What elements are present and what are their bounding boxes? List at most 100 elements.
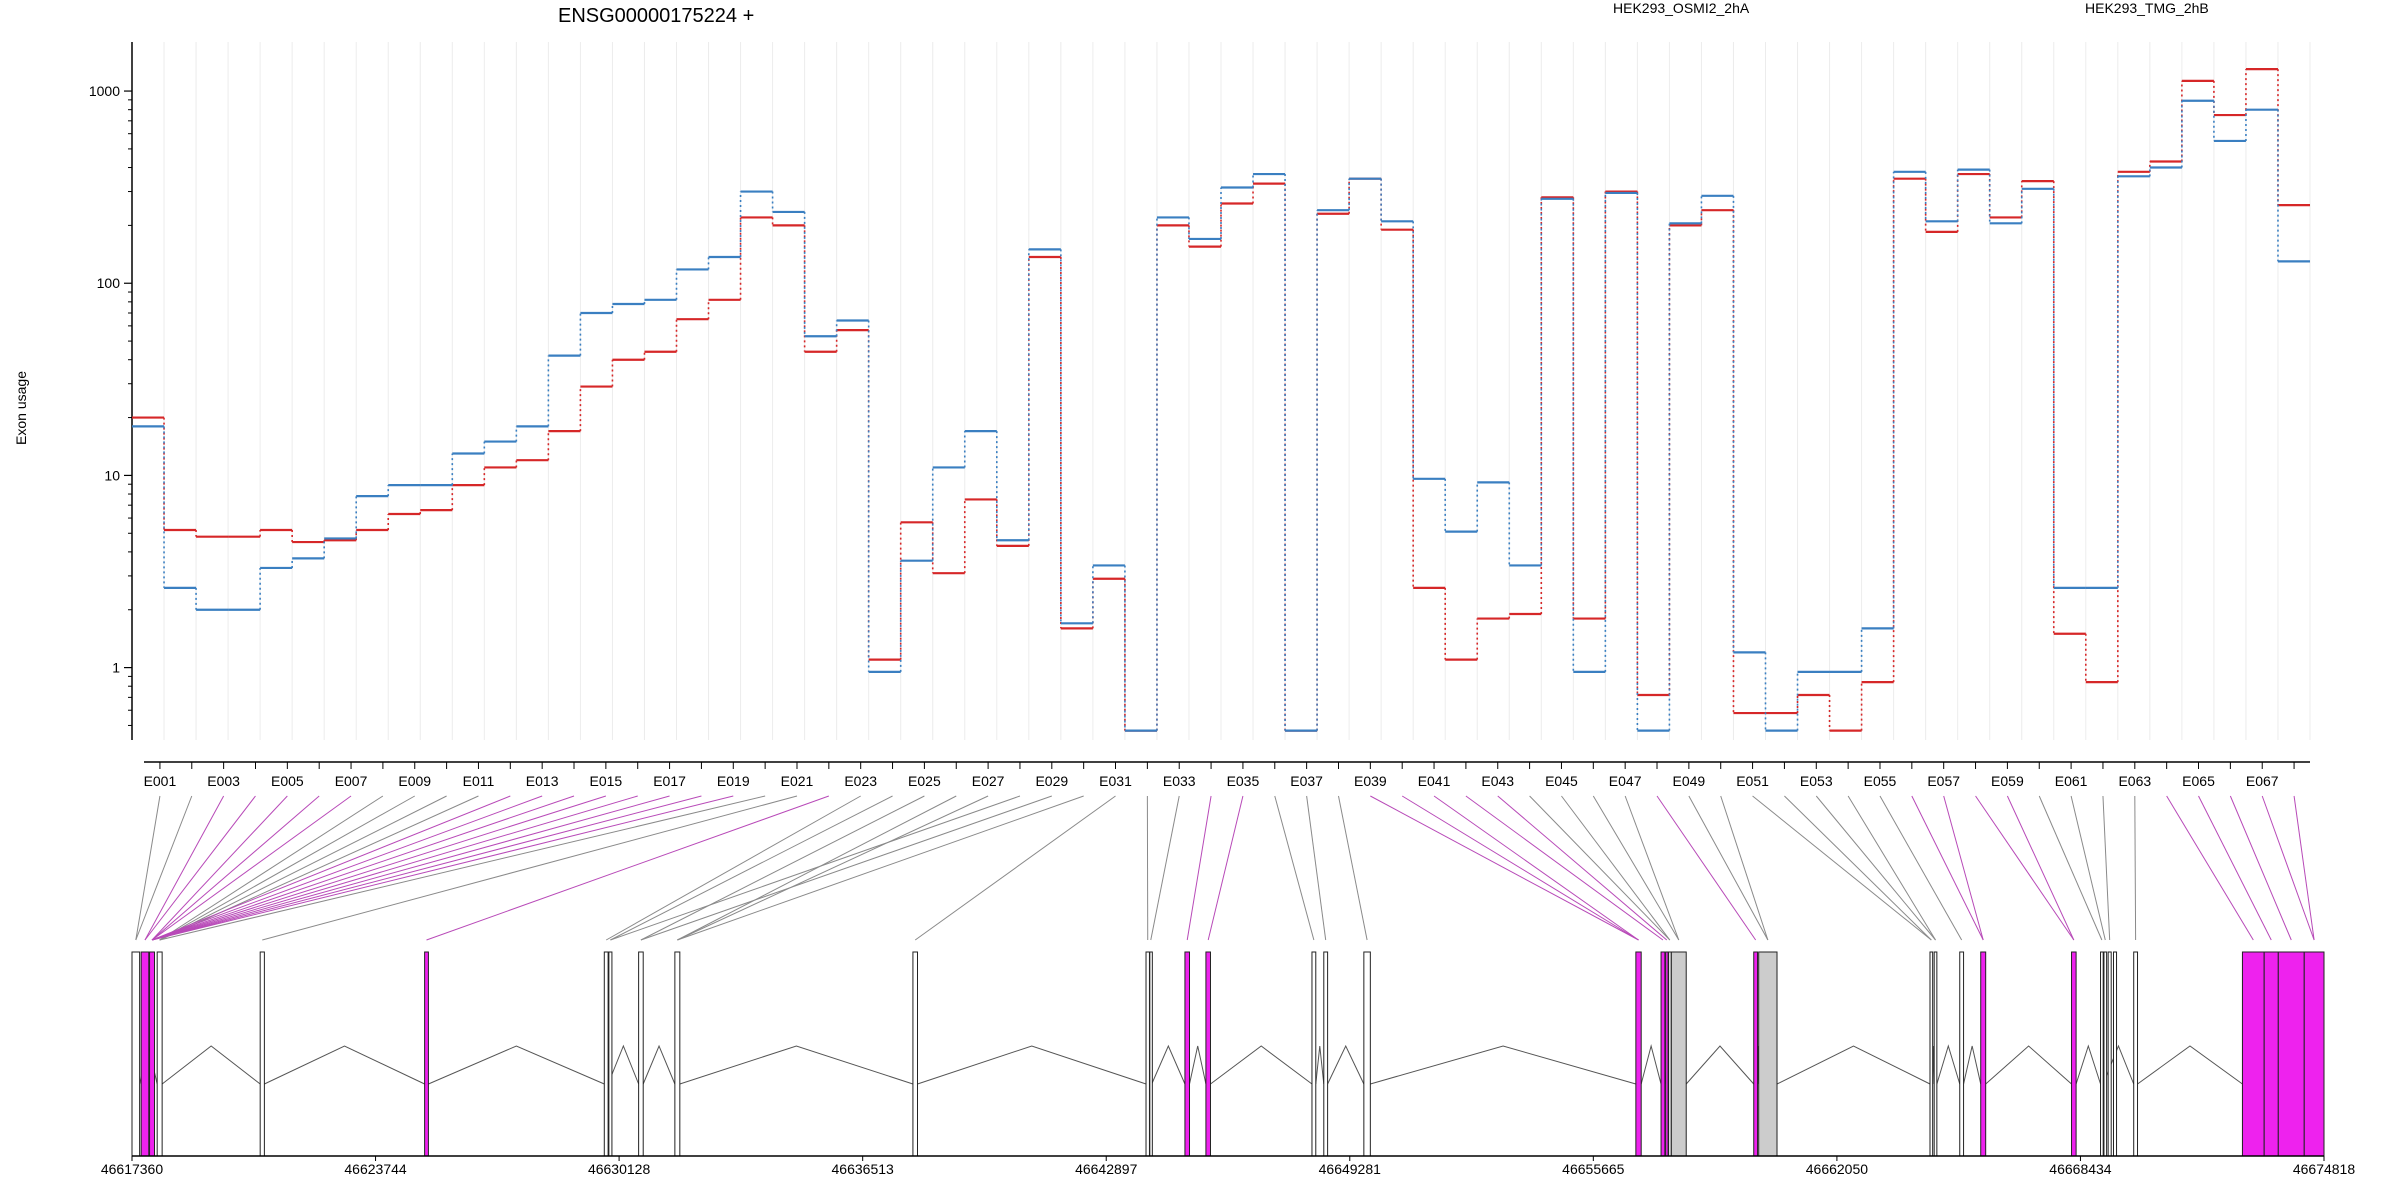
exon-block [259,951,265,1157]
exon-link [2134,795,2137,941]
intron-line [1151,1044,1186,1085]
y-tick-label: 10 [104,467,120,483]
exon-link [640,795,925,941]
exon-tick-label: E049 [1673,773,1706,789]
intron-line [607,1044,640,1085]
intron-line [2137,1045,2243,1085]
exon-link [1150,795,1180,941]
exon-link [1943,795,1984,941]
exon-block [1959,951,1965,1157]
exon-block [1665,951,1669,1157]
exon-block [638,951,644,1157]
intron-line [1210,1045,1313,1085]
coord-tick-label: 46630128 [588,1161,651,1177]
exon-link [1207,795,1244,941]
exon-block [1205,951,1211,1157]
exon-link [1656,795,1757,941]
exon-axis: E001 E003 E005 E007 E009 E011 E013 E015 E017 E019… [144,761,2310,789]
exon-tick-label: E019 [717,773,750,789]
exon-link [144,795,225,941]
exon-tick-label: E011 [463,773,495,789]
exon-link [151,795,543,941]
series-tmg [132,99,2310,732]
exon-tick-label: E061 [2055,773,2088,789]
exon-tick-label: E047 [1609,773,1642,789]
exon-block [140,951,150,1157]
exon-tick-label: E001 [144,773,177,789]
intron-line [1776,1045,1931,1085]
intron-line [428,1045,605,1085]
exon-block [674,951,681,1157]
exon-link [677,795,989,941]
exon-link [1815,795,1936,941]
exon-link [1401,795,1639,941]
exon-link [151,795,575,941]
exon-link [1433,795,1639,941]
exon-block [1670,951,1687,1157]
exon-tick-label: E017 [653,773,686,789]
exon-tick-label: E045 [1545,773,1578,789]
exon-link [2102,795,2111,941]
coord-tick-label: 46636513 [832,1161,895,1177]
intron-line [1370,1045,1636,1085]
exon-tick-label: E057 [1927,773,1960,789]
intron-line [1327,1044,1365,1085]
chart-title: ENSG00000175224 + [558,5,754,27]
exon-tick-label: E009 [398,773,431,789]
exon-link [1784,795,1932,941]
coord-tick-label: 46649281 [1319,1161,1382,1177]
exon-block [1184,951,1191,1157]
exon-link [1370,795,1639,941]
exon-tick-label: E065 [2182,773,2215,789]
exon-link [1847,795,1936,941]
legend-label-osmi2: HEK293_OSMI2_2hA [1613,0,1750,16]
exon-link [1688,795,1769,941]
series-lines [132,68,2310,732]
exon-link [159,795,447,941]
intron-line [1189,1045,1207,1085]
exon-block [2107,951,2112,1157]
exon-link [2006,795,2075,941]
exon-link [159,795,479,941]
exon-tick-label: E039 [1354,773,1387,789]
y-tick-label: 100 [97,275,121,291]
exon-block [1660,951,1666,1157]
exon-link [159,795,766,941]
exon-link [1975,795,2075,941]
exon-link [151,795,320,941]
exon-tick-label: E025 [908,773,941,789]
exon-tick-label: E035 [1227,773,1260,789]
exon-link [1497,795,1668,941]
exon-tick-label: E055 [1864,773,1897,789]
exon-link [640,795,1052,941]
exon-block [912,951,919,1157]
exon-block [2071,951,2077,1157]
exon-block [2103,951,2108,1157]
y-tick-label: 1000 [89,83,120,99]
exon-link [1529,795,1671,941]
exon-link [610,795,1021,941]
genomic-coordinate-axis: 46617360 46623744 46630128 46636513 46642897… [101,1155,2355,1177]
intron-line [917,1045,1147,1085]
exon-block [1311,951,1317,1157]
exon-link [262,795,798,941]
exon-tick-label: E003 [207,773,240,789]
exon-link [151,795,638,941]
exon-link [151,795,702,941]
exon-link [151,795,670,941]
exon-link [2166,795,2254,941]
exon-link-lines [135,795,2315,941]
intron-line [2075,1044,2101,1085]
exon-block [1753,951,1759,1157]
exon-block [424,951,429,1157]
exon-link [135,795,193,941]
exon-link [1911,795,1984,941]
exon-block [1635,951,1642,1157]
exon-link [1337,795,1368,941]
exon-tick-label: E063 [2118,773,2151,789]
coord-tick-label: 46668434 [2049,1161,2112,1177]
exon-block [1323,951,1329,1157]
legend-label-tmg: HEK293_TMG_2hB [2085,0,2209,16]
exon-tick-label: E027 [972,773,1005,789]
